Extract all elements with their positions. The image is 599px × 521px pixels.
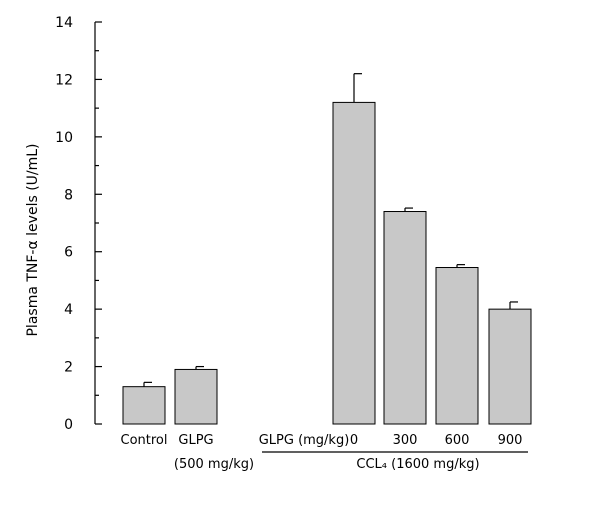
y-axis-label: Plasma TNF-α levels (U/mL) xyxy=(25,143,41,336)
x-category-label: 900 xyxy=(498,433,523,448)
y-tick-label: 14 xyxy=(55,15,73,31)
y-tick-label: 4 xyxy=(64,302,73,318)
bar-2 xyxy=(174,368,218,425)
bar-6 xyxy=(488,308,532,425)
dose-axis-label: GLPG (mg/kg) xyxy=(259,433,350,448)
bar-4 xyxy=(383,211,427,425)
bar-3 xyxy=(332,101,376,425)
y-axis-ticks: 0 2 4 6 8 10 12 14 xyxy=(55,15,102,433)
y-tick-label: 0 xyxy=(64,417,73,433)
y-tick-label: 10 xyxy=(55,130,73,146)
y-tick-label: 12 xyxy=(55,72,73,88)
bar-5 xyxy=(435,267,479,425)
x-category-label: Control xyxy=(121,433,168,448)
glpg-dose-label: (500 mg/kg) xyxy=(174,457,254,472)
y-tick-label: 8 xyxy=(64,187,73,203)
bars-group xyxy=(122,73,532,425)
x-category-label: 600 xyxy=(445,433,470,448)
x-category-label: 300 xyxy=(393,433,418,448)
x-category-label: 0 xyxy=(350,433,358,448)
x-category-label: GLPG xyxy=(178,433,213,448)
y-tick-label: 2 xyxy=(64,360,73,376)
ccl4-group-label: CCL₄ (1600 mg/kg) xyxy=(356,457,479,472)
bar-1 xyxy=(122,386,166,425)
category-labels: Control GLPG 0 300 600 900 xyxy=(121,433,523,448)
y-tick-label: 6 xyxy=(64,245,73,261)
